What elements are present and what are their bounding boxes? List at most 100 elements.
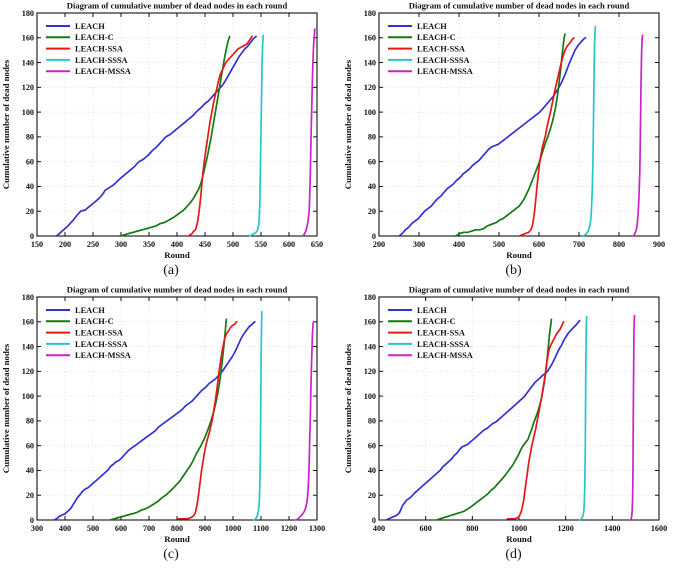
svg-text:900: 900 [199, 524, 211, 533]
series-LEACH-SSSA [579, 315, 588, 521]
svg-text:350: 350 [143, 240, 155, 249]
svg-text:500: 500 [493, 240, 505, 249]
series-LEACH-C [435, 318, 553, 521]
series-LEACH-SSA [187, 35, 253, 237]
subplot-caption-d: (d) [505, 547, 522, 562]
svg-text:160: 160 [364, 34, 376, 43]
legend-label: LEACH-MSSA [417, 351, 473, 360]
svg-text:700: 700 [143, 524, 155, 533]
legend: LEACH LEACH-C LEACH-SSA LEACH-SSSA LEACH-MSS… [46, 306, 131, 360]
svg-text:400: 400 [453, 240, 465, 249]
series-LEACH-C [454, 33, 566, 237]
tick-labels: 150 200 250 300 350 400 450 500 550 600 650 0 20 40 60… [22, 9, 323, 249]
legend-label: LEACH [417, 306, 447, 315]
legend-label: LEACH [417, 22, 447, 31]
svg-text:150: 150 [31, 240, 43, 249]
legend-label: LEACH-C [417, 317, 456, 326]
svg-text:60: 60 [26, 441, 34, 450]
subplot-d: 400 600 800 1000 1200 1400 1600 0 20 40 60 80 100 120… [342, 284, 685, 568]
chart-title: Diagram of cumulative number of dead nod… [409, 285, 630, 295]
chart-canvas-a: 150 200 250 300 350 400 450 500 550 600 650 0 20 40 60… [1, 1, 323, 261]
svg-text:1600: 1600 [651, 524, 667, 533]
svg-text:1000: 1000 [511, 524, 527, 533]
svg-text:200: 200 [59, 240, 71, 249]
svg-text:0: 0 [30, 232, 34, 241]
legend-label: LEACH-SSA [417, 45, 465, 54]
legend-label: LEACH-MSSA [75, 67, 131, 76]
svg-text:120: 120 [22, 83, 34, 92]
tick-marks [36, 12, 318, 237]
legend-label: LEACH-SSSA [417, 340, 470, 349]
svg-text:1300: 1300 [309, 524, 325, 533]
series-LEACH-C [108, 318, 228, 521]
series-LEACH-MSSA [302, 28, 316, 237]
svg-text:180: 180 [364, 293, 376, 302]
legend-label: LEACH-MSSA [75, 351, 131, 360]
series-LEACH-SSA [177, 320, 238, 520]
svg-text:40: 40 [368, 182, 376, 191]
tick-labels: 400 600 800 1000 1200 1400 1600 0 20 40 60 80 100 120… [364, 293, 667, 533]
tick-marks [378, 296, 660, 521]
series-LEACH-MSSA [629, 314, 636, 521]
legend-label: LEACH [75, 22, 105, 31]
series-LEACH-SSSA [582, 25, 597, 237]
svg-text:160: 160 [364, 318, 376, 327]
series-LEACH [385, 319, 581, 521]
svg-text:40: 40 [26, 182, 34, 191]
svg-text:1200: 1200 [557, 524, 573, 533]
svg-text:300: 300 [413, 240, 425, 249]
legend-label: LEACH-SSA [75, 45, 123, 54]
chart-title: Diagram of cumulative number of dead nod… [67, 1, 288, 11]
legend-label: LEACH-C [417, 33, 456, 42]
svg-text:800: 800 [171, 524, 183, 533]
series-LEACH-SSA [518, 36, 575, 237]
svg-text:20: 20 [26, 491, 34, 500]
svg-text:100: 100 [22, 392, 34, 401]
svg-text:800: 800 [613, 240, 625, 249]
svg-text:180: 180 [22, 293, 34, 302]
tick-marks [378, 12, 660, 237]
svg-text:600: 600 [420, 524, 432, 533]
svg-text:140: 140 [22, 58, 34, 67]
svg-text:500: 500 [227, 240, 239, 249]
subplot-caption-b: (b) [505, 263, 522, 278]
y-axis-label: Cumulative number of dead nodes [343, 343, 353, 473]
svg-text:600: 600 [283, 240, 295, 249]
legend: LEACH LEACH-C LEACH-SSA LEACH-SSSA LEACH-MSS… [388, 306, 473, 360]
svg-text:300: 300 [31, 524, 43, 533]
svg-text:160: 160 [22, 34, 34, 43]
svg-text:60: 60 [368, 157, 376, 166]
series-LEACH-SSSA [253, 311, 263, 521]
series-LEACH-C [119, 35, 231, 237]
svg-text:140: 140 [364, 342, 376, 351]
series-LEACH [55, 35, 257, 237]
chart-canvas-c: 300 400 500 600 700 800 900 1000 1100 1200 1300 0 20… [1, 285, 325, 545]
tick-marks [36, 296, 318, 521]
svg-text:1200: 1200 [281, 524, 297, 533]
svg-text:1400: 1400 [604, 524, 620, 533]
svg-text:80: 80 [368, 417, 376, 426]
svg-text:800: 800 [466, 524, 478, 533]
svg-text:60: 60 [368, 441, 376, 450]
svg-text:500: 500 [87, 524, 99, 533]
svg-text:80: 80 [26, 133, 34, 142]
subplot-b: 200 300 400 500 600 700 800 900 0 20 40 60 80 100 120 1… [342, 0, 685, 284]
y-axis-label: Cumulative number of dead nodes [1, 59, 11, 189]
svg-text:400: 400 [59, 524, 71, 533]
legend-label: LEACH-SSA [417, 329, 465, 338]
series-LEACH-SSA [506, 320, 565, 520]
svg-text:200: 200 [373, 240, 385, 249]
chart-title: Diagram of cumulative number of dead nod… [67, 285, 288, 295]
legend-label: LEACH [75, 306, 105, 315]
svg-text:100: 100 [22, 108, 34, 117]
svg-text:600: 600 [115, 524, 127, 533]
svg-text:40: 40 [368, 466, 376, 475]
svg-text:80: 80 [26, 417, 34, 426]
svg-text:1000: 1000 [225, 524, 241, 533]
svg-text:180: 180 [22, 9, 34, 18]
svg-text:1100: 1100 [253, 524, 269, 533]
y-axis-label: Cumulative number of dead nodes [343, 59, 353, 189]
svg-text:400: 400 [373, 524, 385, 533]
series-LEACH-MSSA [632, 34, 644, 237]
